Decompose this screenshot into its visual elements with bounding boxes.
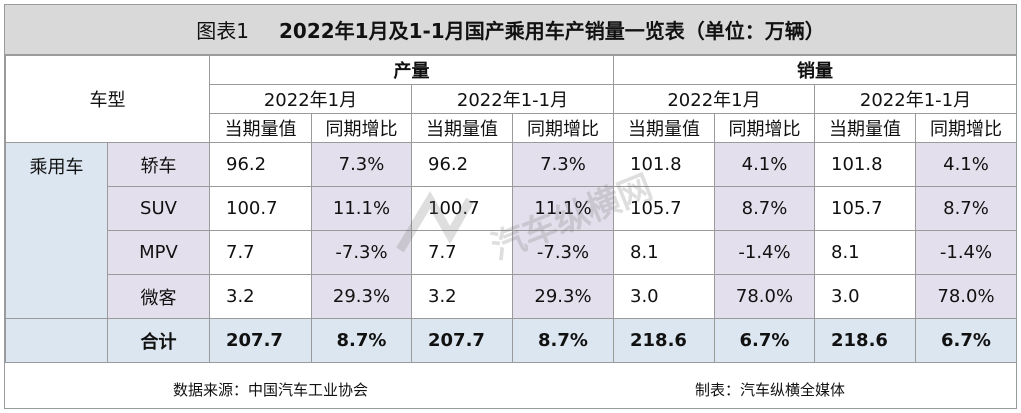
table-title: 图表1 2022年1月及1-1月国产乘用车产销量一览表（单位：万辆） bbox=[5, 5, 1016, 55]
value-cell: 96.2 bbox=[411, 142, 513, 187]
growth-cell: -7.3% bbox=[512, 230, 614, 275]
period-header: 2022年1月 bbox=[613, 84, 815, 114]
metric-header: 同期增比 bbox=[311, 113, 412, 143]
title-text: 2022年1月及1-1月国产乘用车产销量一览表（单位：万辆） bbox=[279, 19, 825, 43]
metric-header: 同期增比 bbox=[714, 113, 815, 143]
growth-cell: 78.0% bbox=[714, 274, 815, 319]
growth-cell: 8.7% bbox=[714, 186, 815, 231]
value-cell: 101.8 bbox=[814, 142, 916, 187]
value-cell: 100.7 bbox=[209, 186, 312, 231]
growth-cell: 29.3% bbox=[512, 274, 614, 319]
growth-cell: 29.3% bbox=[311, 274, 412, 319]
figure-label: 图表1 bbox=[196, 19, 249, 43]
metric-header: 当期量值 bbox=[209, 113, 312, 143]
growth-cell: 4.1% bbox=[915, 142, 1017, 187]
metric-header: 当期量值 bbox=[814, 113, 916, 143]
data-source: 数据来源：中国汽车工业协会 bbox=[173, 381, 369, 399]
metric-header: 当期量值 bbox=[613, 113, 715, 143]
value-cell: 100.7 bbox=[411, 186, 513, 231]
total-growth-cell: 8.7% bbox=[311, 318, 412, 363]
period-header: 2022年1-1月 bbox=[814, 84, 1017, 114]
value-cell: 105.7 bbox=[613, 186, 715, 231]
metric-header: 当期量值 bbox=[411, 113, 513, 143]
total-growth-cell: 6.7% bbox=[714, 318, 815, 363]
growth-cell: 7.3% bbox=[311, 142, 412, 187]
model-cell: 微客 bbox=[107, 274, 210, 319]
total-value-cell: 218.6 bbox=[814, 318, 916, 363]
value-cell: 3.0 bbox=[613, 274, 715, 319]
total-growth-cell: 8.7% bbox=[512, 318, 614, 363]
table-row: 乘用车 轿车 96.2 7.3% 96.2 7.3% 101.8 4.1% 10… bbox=[5, 142, 1017, 319]
growth-cell: 8.7% bbox=[915, 186, 1017, 231]
growth-cell: -1.4% bbox=[915, 230, 1017, 275]
metric-header: 同期增比 bbox=[915, 113, 1017, 143]
value-cell: 3.0 bbox=[814, 274, 916, 319]
growth-cell: -7.3% bbox=[311, 230, 412, 275]
total-row: 合计 207.7 8.7% 207.7 8.7% 218.6 6.7% 218.… bbox=[5, 318, 1017, 363]
value-cell: 101.8 bbox=[613, 142, 715, 187]
model-cell: SUV bbox=[107, 186, 210, 231]
value-cell: 3.2 bbox=[209, 274, 312, 319]
growth-cell: 7.3% bbox=[512, 142, 614, 187]
total-value-cell: 207.7 bbox=[411, 318, 513, 363]
total-value-cell: 207.7 bbox=[209, 318, 312, 363]
growth-cell: 11.1% bbox=[512, 186, 614, 231]
table-footer: 数据来源：中国汽车工业协会 制表：汽车纵横全媒体 bbox=[5, 369, 1016, 408]
table-row: MPV 7.7 -7.3% 7.7 -7.3% 8.1 -1.4% 8.1 -1… bbox=[6, 230, 1017, 275]
table-row: 微客 3.2 29.3% 3.2 29.3% 3.0 78.0% 3.0 78.… bbox=[6, 274, 1017, 319]
growth-cell: 11.1% bbox=[311, 186, 412, 231]
total-growth-cell: 6.7% bbox=[915, 318, 1017, 363]
model-header: 车型 bbox=[5, 55, 210, 143]
data-table: 车型 产量 销量 2022年1月 2022年1-1月 2022年1月 2022年… bbox=[5, 55, 1017, 363]
model-cell: MPV bbox=[107, 230, 210, 275]
period-header: 2022年1-1月 bbox=[411, 84, 614, 114]
value-cell: 7.7 bbox=[411, 230, 513, 275]
value-cell: 8.1 bbox=[613, 230, 715, 275]
category-cell: 乘用车 bbox=[5, 142, 108, 319]
stats-sheet: 图表1 2022年1月及1-1月国产乘用车产销量一览表（单位：万辆） 车型 产量… bbox=[4, 4, 1017, 409]
model-cell: 轿车 bbox=[107, 142, 210, 187]
total-label: 合计 bbox=[107, 318, 210, 363]
value-cell: 105.7 bbox=[814, 186, 916, 231]
production-header: 产量 bbox=[209, 55, 614, 85]
value-cell: 7.7 bbox=[209, 230, 312, 275]
growth-cell: 4.1% bbox=[714, 142, 815, 187]
growth-cell: 78.0% bbox=[915, 274, 1017, 319]
value-cell: 96.2 bbox=[209, 142, 312, 187]
value-cell: 8.1 bbox=[814, 230, 916, 275]
total-blank-cell bbox=[5, 318, 108, 363]
sales-header: 销量 bbox=[613, 55, 1017, 85]
value-cell: 3.2 bbox=[411, 274, 513, 319]
table-maker: 制表：汽车纵横全媒体 bbox=[695, 381, 846, 399]
table-row: SUV 100.7 11.1% 100.7 11.1% 105.7 8.7% 1… bbox=[6, 186, 1017, 231]
period-header: 2022年1月 bbox=[209, 84, 412, 114]
metric-header: 同期增比 bbox=[512, 113, 614, 143]
total-value-cell: 218.6 bbox=[613, 318, 715, 363]
growth-cell: -1.4% bbox=[714, 230, 815, 275]
